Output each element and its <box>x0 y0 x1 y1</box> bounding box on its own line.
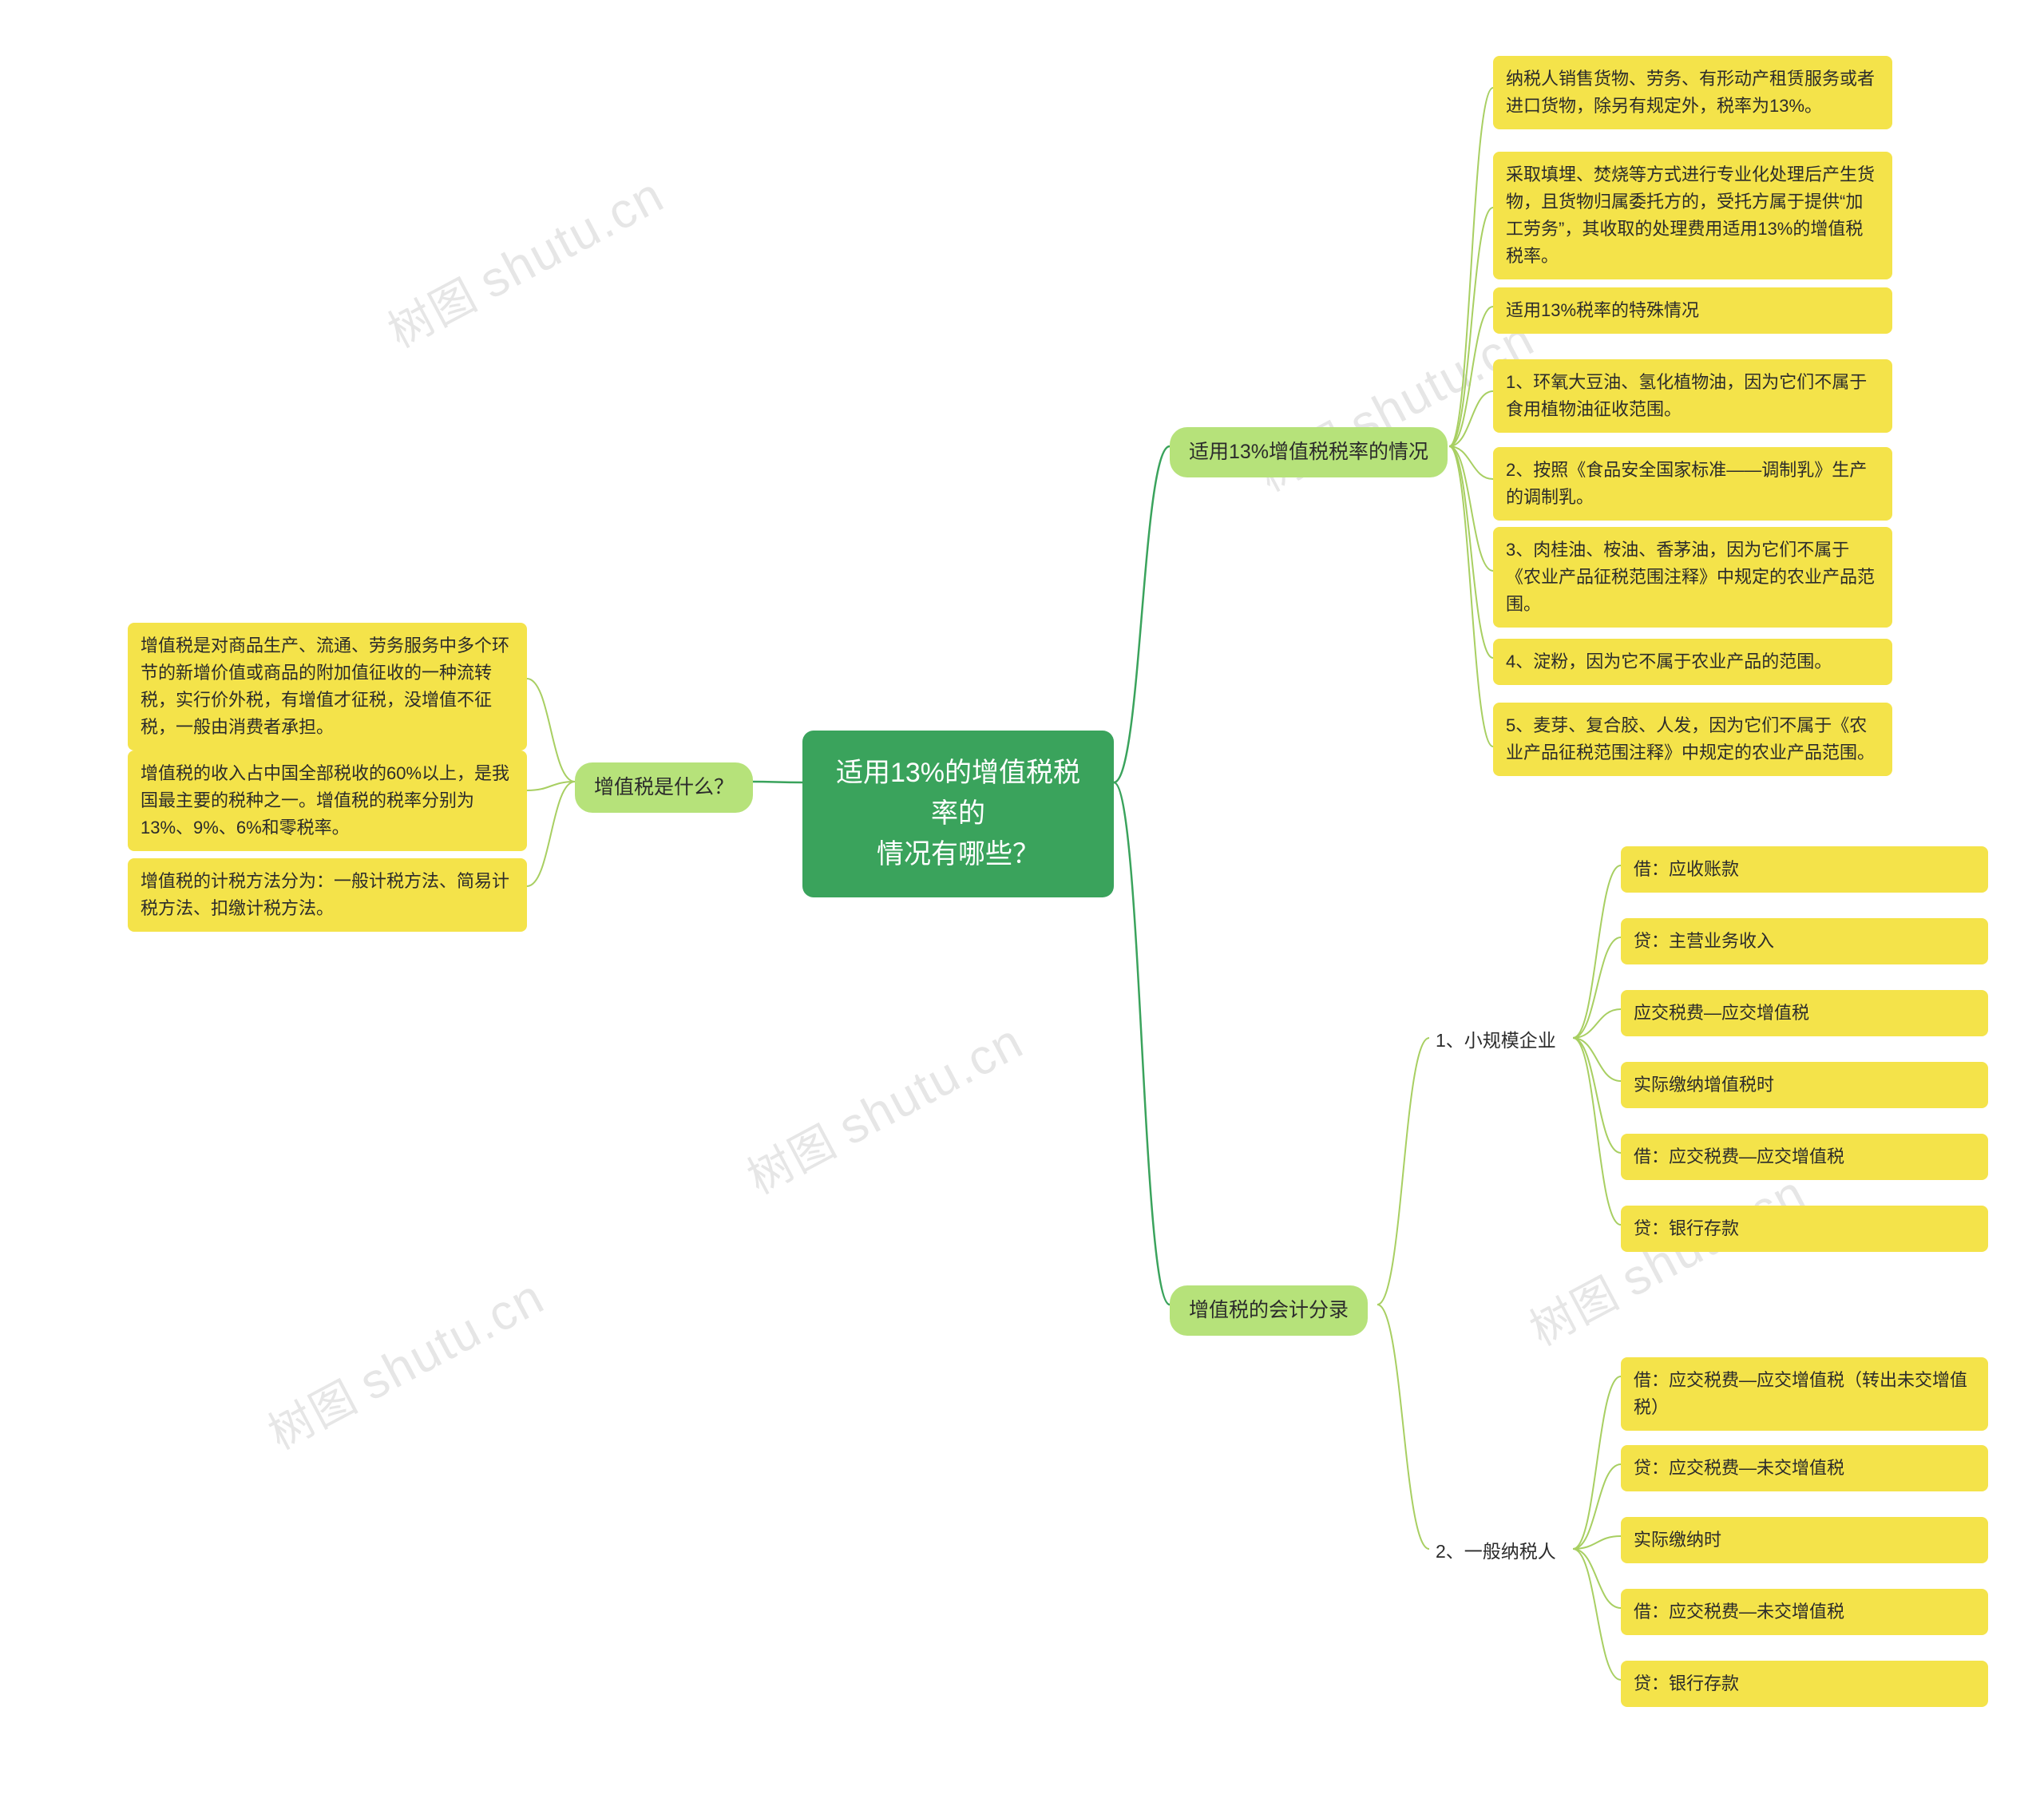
watermark-logo: 树图 <box>1522 1267 1627 1355</box>
watermark-url: shutu.cn <box>830 1013 1032 1155</box>
r2-sub1-leaf-0: 借：应收账款 <box>1621 846 1988 893</box>
watermark-logo: 树图 <box>380 269 485 357</box>
r2-sub2-leaf-3: 借：应交税费—未交增值税 <box>1621 1589 1988 1635</box>
r1-branch: 适用13%增值税税率的情况 <box>1170 427 1448 477</box>
watermark: 树图 shutu.cn <box>735 1007 1033 1206</box>
r2-sub2-leaf-2: 实际缴纳时 <box>1621 1517 1988 1563</box>
watermark: 树图 shutu.cn <box>1517 1158 1816 1358</box>
watermark-url: shutu.cn <box>470 167 672 309</box>
r1-leaf-6: 4、淀粉，因为它不属于农业产品的范围。 <box>1493 639 1892 685</box>
root-node: 适用13%的增值税税率的 情况有哪些？ <box>802 731 1114 897</box>
r2-sub2-leaf-4: 贷：银行存款 <box>1621 1661 1988 1707</box>
r2-sub1-leaf-3: 实际缴纳增值税时 <box>1621 1062 1988 1108</box>
watermark: 树图 shutu.cn <box>375 160 674 360</box>
r2-sub1-leaf-4: 借：应交税费—应交增值税 <box>1621 1134 1988 1180</box>
r2-sub2-leaf-0: 借：应交税费—应交增值税（转出未交增值税） <box>1621 1357 1988 1431</box>
r2-sub1: 1、小规模企业 <box>1429 1022 1563 1060</box>
r2-sub1-leaf-5: 贷：银行存款 <box>1621 1206 1988 1252</box>
r2-sub2-leaf-1: 贷：应交税费—未交增值税 <box>1621 1445 1988 1491</box>
r1-leaf-7: 5、麦芽、复合胶、人发，因为它们不属于《农业产品征税范围注释》中规定的农业产品范… <box>1493 703 1892 776</box>
watermark-logo: 树图 <box>260 1371 366 1459</box>
r1-leaf-2: 适用13%税率的特殊情况 <box>1493 287 1892 334</box>
r1-leaf-3: 1、环氧大豆油、氢化植物油，因为它们不属于食用植物油征收范围。 <box>1493 359 1892 433</box>
r1-leaf-4: 2、按照《食品安全国家标准——调制乳》生产的调制乳。 <box>1493 447 1892 521</box>
r2-sub2: 2、一般纳税人 <box>1429 1533 1563 1571</box>
left-leaf-1: 增值税的收入占中国全部税收的60%以上，是我国最主要的税种之一。增值税的税率分别… <box>128 750 527 851</box>
left-leaf-2: 增值税的计税方法分为：一般计税方法、简易计税方法、扣缴计税方法。 <box>128 858 527 932</box>
r1-leaf-0: 纳税人销售货物、劳务、有形动产租赁服务或者进口货物，除另有规定外，税率为13%。 <box>1493 56 1892 129</box>
root-line2: 情况有哪些？ <box>830 834 1087 875</box>
watermark-url: shutu.cn <box>351 1269 553 1411</box>
r2-sub1-leaf-2: 应交税费—应交增值税 <box>1621 990 1988 1036</box>
r2-branch: 增值税的会计分录 <box>1170 1285 1368 1336</box>
r1-leaf-1: 采取填埋、焚烧等方式进行专业化处理后产生货物，且货物归属委托方的，受托方属于提供… <box>1493 152 1892 279</box>
watermark: 树图 shutu.cn <box>256 1262 554 1462</box>
r1-leaf-5: 3、肉桂油、桉油、香茅油，因为它们不属于《农业产品征税范围注释》中规定的农业产品… <box>1493 527 1892 628</box>
left-branch: 增值税是什么？ <box>575 762 753 813</box>
left-leaf-0: 增值税是对商品生产、流通、劳务服务中多个环节的新增价值或商品的附加值征收的一种流… <box>128 623 527 750</box>
r2-sub1-leaf-1: 贷：主营业务收入 <box>1621 918 1988 964</box>
root-line1: 适用13%的增值税税率的 <box>830 753 1087 834</box>
watermark-logo: 树图 <box>739 1115 845 1203</box>
